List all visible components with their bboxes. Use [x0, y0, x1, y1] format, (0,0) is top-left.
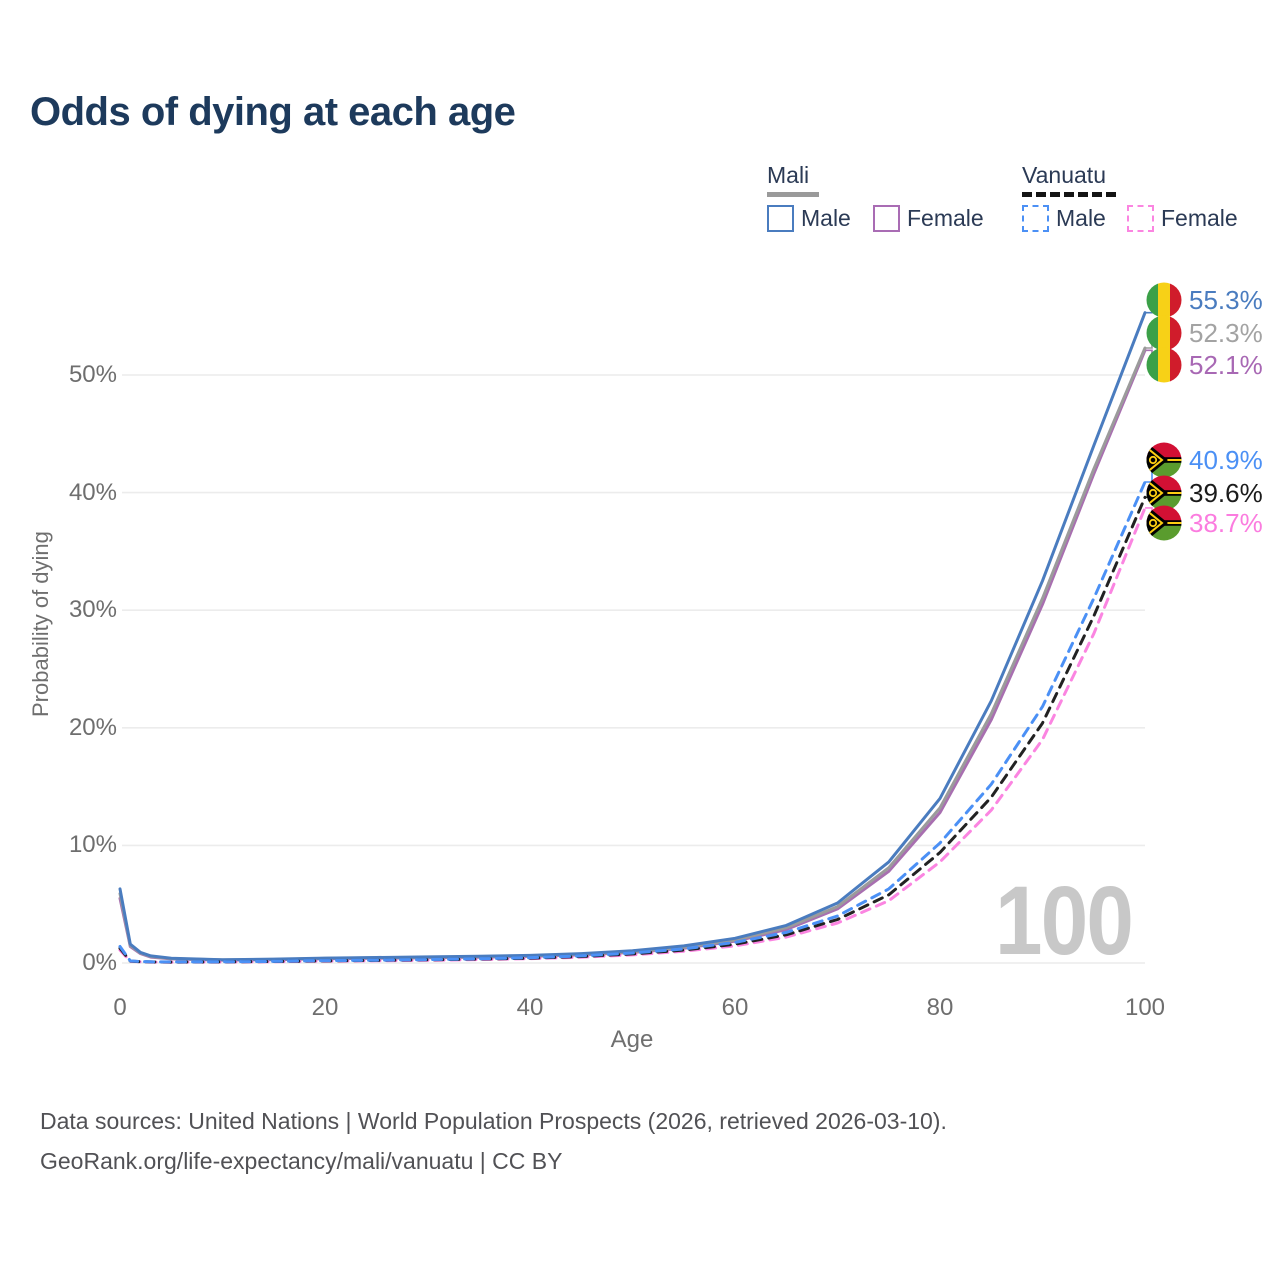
end-label-vanuatu-male: 40.9%	[1146, 442, 1263, 478]
page-title: Odds of dying at each age	[30, 90, 516, 134]
end-label-mali-female: 52.1%	[1146, 347, 1263, 383]
mali-flag-icon	[1146, 347, 1182, 383]
x-tick-60: 60	[721, 994, 749, 1021]
y-tick-20: 20%	[68, 713, 117, 741]
mali-flag-icon	[1146, 315, 1182, 351]
legend-item-vanuatu-male: Male	[1022, 205, 1106, 232]
legend-item-mali-male: Male	[767, 205, 851, 232]
mali-flag-icon	[1146, 282, 1182, 318]
y-tick-50: 50%	[68, 361, 117, 388]
series-line-mali-female	[118, 348, 1147, 962]
end-label-mali-combined: 52.3%	[1146, 315, 1263, 351]
series-line-vanuatu-female	[118, 506, 1147, 964]
x-tick-0: 0	[113, 994, 127, 1021]
vanuatu-male-swatch-icon	[1022, 205, 1049, 232]
legend-label: Male	[1056, 205, 1106, 231]
end-value: 52.3%	[1189, 317, 1263, 348]
end-value: 55.3%	[1189, 284, 1263, 315]
series-line-mali-combined	[118, 346, 1147, 962]
vanuatu-flag-icon	[1146, 475, 1182, 511]
x-tick-100: 100	[1124, 994, 1166, 1021]
y-axis-title: Probability of dying	[28, 531, 53, 718]
data-sources-attribution: Data sources: United Nations | World Pop…	[40, 1108, 947, 1134]
series-line-vanuatu-male	[118, 480, 1147, 964]
x-axis-title: Age	[610, 1026, 654, 1053]
legend-label: Female	[907, 205, 984, 231]
x-tick-40: 40	[516, 994, 544, 1021]
vanuatu-flag-icon	[1146, 505, 1182, 541]
vanuatu-flag-icon	[1146, 442, 1182, 478]
series-line-vanuatu-combined	[118, 495, 1147, 964]
mali-male-swatch-icon	[767, 205, 794, 232]
end-label-vanuatu-combined: 39.6%	[1146, 475, 1263, 511]
legend-item-mali-female: Female	[873, 205, 984, 232]
vanuatu-dashed-line-swatch	[1022, 192, 1116, 197]
y-tick-40: 40%	[68, 478, 117, 506]
end-value: 40.9%	[1189, 444, 1263, 475]
mali-solid-line-swatch	[767, 192, 819, 197]
x-tick-20: 20	[311, 994, 339, 1021]
y-tick-30: 30%	[68, 596, 117, 624]
age-counter-watermark: 100	[995, 866, 1134, 975]
end-value: 38.7%	[1189, 507, 1263, 538]
end-value: 39.6%	[1189, 477, 1263, 508]
end-value: 52.1%	[1189, 349, 1263, 380]
y-tick-0: 0%	[82, 949, 117, 976]
mali-female-swatch-icon	[873, 205, 900, 232]
legend-item-vanuatu-female: Female	[1127, 205, 1238, 232]
x-tick-80: 80	[926, 994, 954, 1021]
legend-group-vanuatu: Vanuatu	[1022, 162, 1106, 188]
end-label-mali-male: 55.3%	[1146, 282, 1263, 318]
legend-group-mali: Mali	[767, 162, 810, 188]
license-attribution: GeoRank.org/life-expectancy/mali/vanuatu…	[40, 1148, 563, 1174]
vanuatu-female-swatch-icon	[1127, 205, 1154, 232]
legend-label: Female	[1161, 205, 1238, 231]
legend-label: Male	[801, 205, 851, 231]
y-tick-10: 10%	[68, 831, 117, 859]
series-line-mali-male	[118, 311, 1147, 962]
end-label-vanuatu-female: 38.7%	[1146, 505, 1263, 541]
